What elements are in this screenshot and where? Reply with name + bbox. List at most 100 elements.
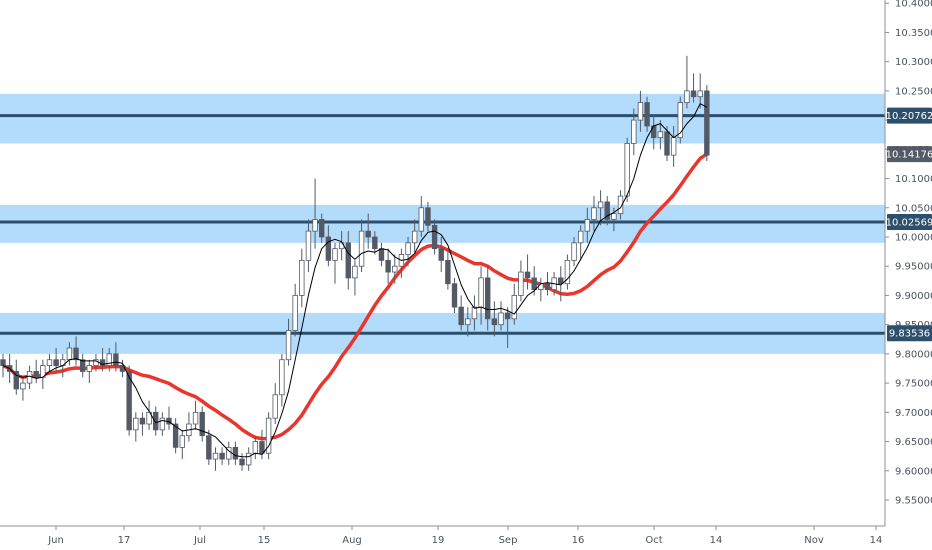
candle: [179, 429, 185, 460]
sma-long-line: [2, 152, 708, 441]
candle: [325, 225, 332, 267]
candle: [146, 400, 152, 430]
x-tick-label: 17: [118, 535, 131, 546]
candle: [584, 207, 591, 243]
candle-body: [86, 365, 93, 372]
candle: [411, 219, 418, 255]
candle: [597, 190, 604, 226]
candle: [644, 96, 650, 132]
candle-body: [544, 283, 551, 290]
candle-body: [66, 347, 73, 361]
candle: [504, 307, 511, 349]
candle-body: [577, 230, 584, 244]
candle: [86, 359, 93, 384]
candle: [133, 412, 139, 442]
candle-body: [697, 90, 703, 98]
x-tick-label: 16: [572, 535, 585, 546]
candle: [392, 254, 398, 284]
candle-body: [126, 371, 132, 431]
candle: [292, 283, 298, 337]
candle: [637, 90, 644, 132]
candle: [358, 219, 365, 273]
candle-body: [265, 417, 272, 454]
candle: [704, 85, 710, 162]
candle-body: [133, 417, 139, 431]
candle-body: [604, 201, 610, 220]
candle-body: [485, 277, 491, 320]
x-tick-label: 15: [258, 535, 271, 546]
candle-body: [372, 236, 378, 250]
candle: [431, 219, 438, 255]
candle: [524, 254, 531, 290]
candle-body: [299, 259, 305, 296]
candle: [159, 412, 166, 436]
candle-body: [392, 265, 398, 273]
y-tick-label: 9.95000: [895, 262, 932, 273]
candle: [485, 266, 491, 331]
candle: [372, 231, 378, 255]
candle-body: [53, 359, 59, 366]
candle-body: [312, 219, 318, 232]
candle-body: [677, 102, 683, 139]
candle-body: [431, 224, 438, 250]
candle: [604, 196, 610, 226]
candle-body: [425, 207, 431, 226]
candle-body: [524, 271, 531, 279]
candle-body: [690, 90, 697, 98]
candle-body: [153, 411, 159, 431]
candle-body: [13, 371, 19, 390]
candle: [166, 406, 172, 430]
candle: [113, 342, 119, 372]
candle-body: [272, 394, 278, 419]
candle: [451, 277, 458, 313]
candle-body: [664, 131, 670, 156]
candle: [272, 383, 278, 425]
price-badge-bg: [887, 146, 932, 163]
candle: [26, 365, 33, 389]
candle-body: [325, 236, 332, 261]
candle-body: [332, 248, 338, 261]
candle-body: [73, 347, 79, 361]
candle-body: [571, 242, 577, 261]
candle: [365, 213, 371, 249]
y-tick-label: 9.70000: [895, 408, 932, 419]
candle-body: [365, 230, 371, 238]
candle-body: [305, 230, 312, 261]
candle: [239, 453, 245, 471]
candle-body: [637, 102, 644, 121]
candle-body: [239, 458, 245, 466]
candle-body: [245, 452, 252, 466]
candle: [192, 400, 199, 430]
y-tick-label: 9.75000: [895, 379, 932, 390]
y-tick-label: 9.65000: [895, 437, 932, 448]
candle-body: [192, 411, 199, 425]
candle-body: [631, 119, 637, 144]
candle-body: [511, 295, 517, 320]
candle: [591, 196, 597, 232]
candle: [232, 441, 239, 465]
candle-body: [411, 230, 418, 244]
candle-body: [319, 219, 325, 238]
y-tick-label: 10.30000: [895, 57, 932, 68]
sma-short-layer: [2, 103, 708, 458]
x-tick-label: Oct: [645, 535, 662, 546]
candle: [471, 295, 478, 331]
candle: [139, 412, 146, 436]
candle-body: [106, 353, 112, 366]
x-tick-label: Aug: [342, 535, 362, 546]
candle: [319, 213, 325, 243]
badges-layer: 10.20762 10.14176 10.02569 9.83536: [886, 107, 932, 342]
candle: [206, 429, 212, 465]
candle-body: [20, 382, 26, 390]
candle: [664, 125, 670, 162]
candle: [564, 254, 571, 290]
candle: [0, 353, 6, 378]
candle-body: [465, 318, 471, 326]
candle-body: [199, 411, 205, 437]
candle-body: [644, 102, 650, 127]
y-tick-label: 9.80000: [895, 349, 932, 360]
price-badge-label: 9.83536: [889, 329, 930, 340]
